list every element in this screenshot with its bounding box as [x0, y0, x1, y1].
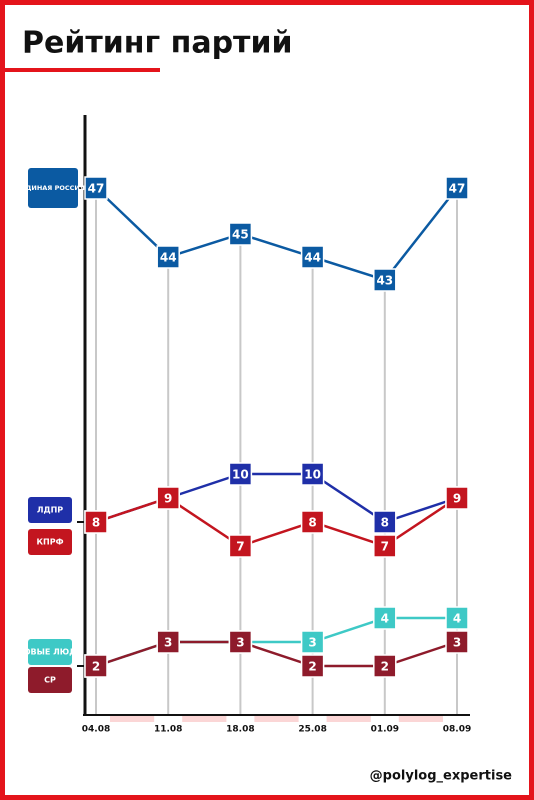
legend-item: ЕДИНАЯ РОССИЯ: [21, 168, 85, 208]
legend-label: ЛДПР: [37, 506, 63, 515]
marker: [156, 245, 180, 269]
legend-logo: [28, 529, 72, 555]
legend-item: КПРФ: [28, 529, 72, 555]
marker: [373, 606, 397, 630]
legend-logo: [28, 168, 78, 208]
marker: [228, 534, 253, 558]
value-label: 9: [453, 492, 461, 506]
value-label: 4: [381, 612, 389, 626]
marker: [445, 606, 469, 630]
line: [95, 472, 458, 524]
x-tick-label: 11.08: [154, 725, 182, 735]
x-tick-label: 18.08: [226, 725, 254, 735]
marker: [156, 630, 180, 654]
value-label: 43: [376, 274, 393, 288]
marker: [156, 486, 180, 510]
legend-label: НОВЫЕ ЛЮДИ: [17, 648, 83, 657]
marker: [373, 510, 397, 534]
marker: [300, 630, 325, 654]
value-label: 3: [453, 636, 461, 650]
band: [110, 716, 155, 722]
band: [326, 716, 371, 722]
value-label: 8: [308, 516, 316, 530]
legend-item: СР: [28, 667, 72, 693]
title-underline: [5, 68, 160, 72]
value-label: 4: [453, 612, 461, 626]
value-label: 7: [236, 540, 244, 554]
marker: [373, 654, 397, 678]
footer: @polylog_expertise: [370, 769, 513, 784]
marker: [84, 176, 108, 200]
value-label: 2: [308, 660, 316, 674]
legend-logo: [28, 639, 72, 665]
value-label: 3: [236, 636, 244, 650]
value-label: 44: [160, 251, 177, 265]
value-label: 10: [232, 468, 249, 482]
value-label: 10: [304, 468, 321, 482]
value-label: 3: [308, 636, 316, 650]
legend-logo: [28, 497, 72, 523]
legend-label: ЕДИНАЯ РОССИЯ: [21, 184, 85, 192]
value-label: 47: [88, 182, 105, 196]
marker: [300, 654, 325, 678]
marker: [300, 510, 325, 534]
marker: [445, 176, 469, 200]
x-tick-label: 01.09: [371, 725, 399, 735]
band: [182, 716, 227, 722]
value-label: 7: [381, 540, 389, 554]
marker: [84, 654, 108, 678]
marker: [445, 630, 469, 654]
band: [398, 716, 443, 722]
legend-item: НОВЫЕ ЛЮДИ: [17, 639, 83, 665]
value-label: 8: [381, 516, 389, 530]
chart-title: Рейтинг партий: [22, 26, 292, 61]
x-tick-label: 04.08: [82, 725, 110, 735]
line: [95, 187, 458, 282]
x-tick-label: 25.08: [298, 725, 326, 735]
marker: [84, 510, 108, 534]
value-label: 2: [92, 660, 100, 674]
marker: [228, 630, 253, 654]
marker: [445, 486, 469, 510]
value-label: 9: [164, 492, 172, 506]
line: [95, 640, 458, 668]
legend-label: СР: [44, 676, 56, 685]
x-tick-label: 08.09: [443, 725, 471, 735]
legend-item: ЛДПР: [28, 497, 72, 523]
marker: [300, 462, 325, 486]
value-label: 3: [164, 636, 172, 650]
value-label: 8: [92, 516, 100, 530]
marker: [373, 534, 397, 558]
marker: [373, 268, 397, 292]
legend-label: КПРФ: [36, 538, 63, 547]
line: [95, 496, 458, 548]
value-label: 47: [449, 182, 466, 196]
value-label: 2: [381, 660, 389, 674]
legend-logo: [28, 667, 72, 693]
marker: [228, 222, 253, 246]
value-label: 45: [232, 228, 249, 242]
value-label: 44: [304, 251, 321, 265]
marker: [300, 245, 325, 269]
marker: [228, 462, 253, 486]
band: [254, 716, 299, 722]
